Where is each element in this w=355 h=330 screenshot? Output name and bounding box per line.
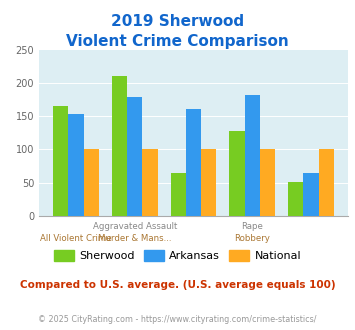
Bar <box>318 149 334 216</box>
Bar <box>112 76 127 216</box>
Bar <box>245 95 260 216</box>
Bar <box>201 149 217 216</box>
Bar <box>229 131 245 216</box>
Bar <box>170 173 186 216</box>
Text: Compared to U.S. average. (U.S. average equals 100): Compared to U.S. average. (U.S. average … <box>20 280 335 290</box>
Bar <box>142 149 158 216</box>
Legend: Sherwood, Arkansas, National: Sherwood, Arkansas, National <box>49 246 306 266</box>
Text: Rape: Rape <box>241 222 263 231</box>
Text: Robbery: Robbery <box>234 234 270 243</box>
Text: 2019 Sherwood: 2019 Sherwood <box>111 14 244 29</box>
Bar <box>69 114 84 216</box>
Text: © 2025 CityRating.com - https://www.cityrating.com/crime-statistics/: © 2025 CityRating.com - https://www.city… <box>38 314 317 324</box>
Bar <box>260 149 275 216</box>
Text: All Violent Crime: All Violent Crime <box>40 234 112 243</box>
Bar <box>288 182 303 216</box>
Text: Violent Crime Comparison: Violent Crime Comparison <box>66 34 289 49</box>
Text: Murder & Mans...: Murder & Mans... <box>98 234 171 243</box>
Bar <box>303 173 318 216</box>
Bar <box>186 109 201 216</box>
Text: Aggravated Assault: Aggravated Assault <box>93 222 177 231</box>
Bar <box>84 149 99 216</box>
Bar <box>127 97 142 216</box>
Bar <box>53 106 69 216</box>
